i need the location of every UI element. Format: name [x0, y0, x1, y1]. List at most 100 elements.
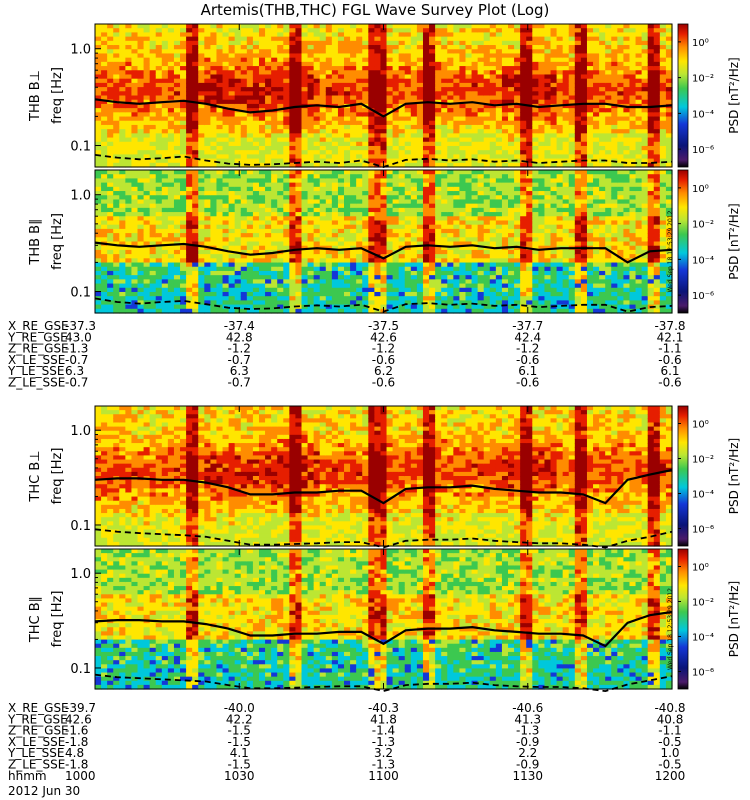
heatmap-cell — [459, 24, 467, 29]
heatmap-cell — [265, 296, 272, 301]
heatmap-cell — [483, 116, 491, 122]
heatmap-cell — [234, 287, 242, 293]
heatmap-cell — [113, 150, 120, 155]
heatmap-cell — [252, 283, 260, 289]
heatmap-cell — [143, 99, 151, 105]
heatmap-cell — [362, 45, 369, 50]
heatmap-cell — [410, 95, 418, 101]
heatmap-cell — [429, 129, 436, 134]
heatmap-cell — [180, 53, 187, 59]
heatmap-cell — [210, 258, 218, 264]
heatmap-cell — [319, 70, 327, 76]
heatmap-cell — [161, 254, 169, 259]
heatmap-cell — [568, 112, 576, 118]
heatmap-cell — [380, 254, 388, 259]
heatmap-cell — [344, 133, 351, 139]
heatmap-cell — [216, 216, 224, 222]
heatmap-cell — [653, 95, 661, 101]
heatmap-cell — [301, 61, 309, 67]
heatmap-cell — [489, 120, 497, 126]
heatmap-cell — [246, 224, 254, 230]
heatmap-cell — [228, 32, 236, 38]
heatmap-cell — [198, 308, 205, 314]
heatmap-cell — [580, 150, 588, 155]
heatmap-cell — [331, 191, 339, 196]
heatmap-cell — [240, 245, 248, 251]
heatmap-cell — [265, 28, 272, 34]
heatmap-cell — [258, 99, 266, 105]
heatmap-cell — [210, 220, 218, 226]
heatmap-cell — [210, 24, 218, 29]
heatmap-cell — [331, 95, 339, 101]
heatmap-cell — [137, 245, 145, 251]
heatmap-cell — [246, 74, 254, 80]
heatmap-cell — [234, 216, 242, 222]
heatmap-cell — [204, 45, 211, 50]
heatmap-cell — [593, 32, 600, 38]
heatmap-cell — [295, 91, 303, 97]
heatmap-cell — [350, 91, 357, 97]
heatmap-cell — [283, 203, 290, 209]
heatmap-cell — [368, 296, 375, 301]
heatmap-cell — [629, 108, 637, 113]
heatmap-cell — [198, 304, 205, 310]
heatmap-cell — [550, 82, 558, 88]
heatmap-cell — [143, 45, 151, 50]
heatmap-cell — [143, 108, 151, 113]
heatmap-cell — [532, 154, 539, 160]
heatmap-cell — [441, 45, 448, 50]
heatmap-cell — [398, 99, 406, 105]
heatmap-cell — [337, 108, 345, 113]
heatmap-cell — [635, 82, 643, 88]
heatmap-cell — [107, 224, 114, 230]
heatmap-cell — [289, 174, 297, 180]
heatmap-cell — [392, 241, 400, 247]
heatmap-cell — [362, 203, 369, 209]
heatmap-cell — [605, 133, 612, 139]
heatmap-cell — [234, 154, 242, 160]
heatmap-cell — [380, 103, 388, 109]
heatmap-cell — [240, 283, 248, 289]
heatmap-cell — [325, 182, 333, 188]
heatmap-cell — [289, 304, 297, 310]
heatmap-cell — [198, 129, 205, 134]
heatmap-cell — [143, 270, 151, 276]
heatmap-cell — [568, 124, 576, 130]
heatmap-cell — [101, 275, 108, 280]
heatmap-cell — [271, 258, 278, 264]
heatmap-cell — [234, 32, 242, 38]
heatmap-cell — [356, 124, 363, 130]
heatmap-cell — [265, 49, 272, 55]
heatmap-cell — [410, 45, 418, 50]
heatmap-cell — [95, 216, 102, 222]
heatmap-cell — [319, 82, 327, 88]
heatmap-cell — [665, 74, 673, 80]
heatmap-cell — [404, 91, 412, 97]
heatmap-cell — [538, 70, 546, 76]
heatmap-cell — [386, 300, 394, 306]
heatmap-cell — [665, 129, 673, 134]
heatmap-cell — [143, 66, 151, 71]
heatmap-cell — [210, 212, 218, 217]
heatmap-cell — [362, 137, 369, 143]
heatmap-cell — [331, 228, 339, 234]
heatmap-cell — [337, 45, 345, 50]
heatmap-cell — [240, 99, 248, 105]
heatmap-cell — [222, 300, 230, 306]
heatmap-cell — [240, 254, 248, 259]
heatmap-cell — [258, 262, 266, 268]
heatmap-cell — [429, 141, 436, 147]
heatmap-cell — [398, 270, 406, 276]
heatmap-cell — [313, 61, 321, 67]
heatmap-cell — [113, 103, 120, 109]
heatmap-cell — [580, 162, 588, 168]
heatmap-cell — [283, 216, 290, 222]
heatmap-cell — [313, 28, 321, 34]
heatmap-cell — [325, 95, 333, 101]
heatmap-cell — [295, 266, 303, 272]
heatmap-cell — [416, 66, 424, 71]
heatmap-cell — [252, 266, 260, 272]
heatmap-cell — [477, 158, 485, 164]
heatmap-cell — [313, 304, 321, 310]
heatmap-cell — [271, 245, 278, 251]
